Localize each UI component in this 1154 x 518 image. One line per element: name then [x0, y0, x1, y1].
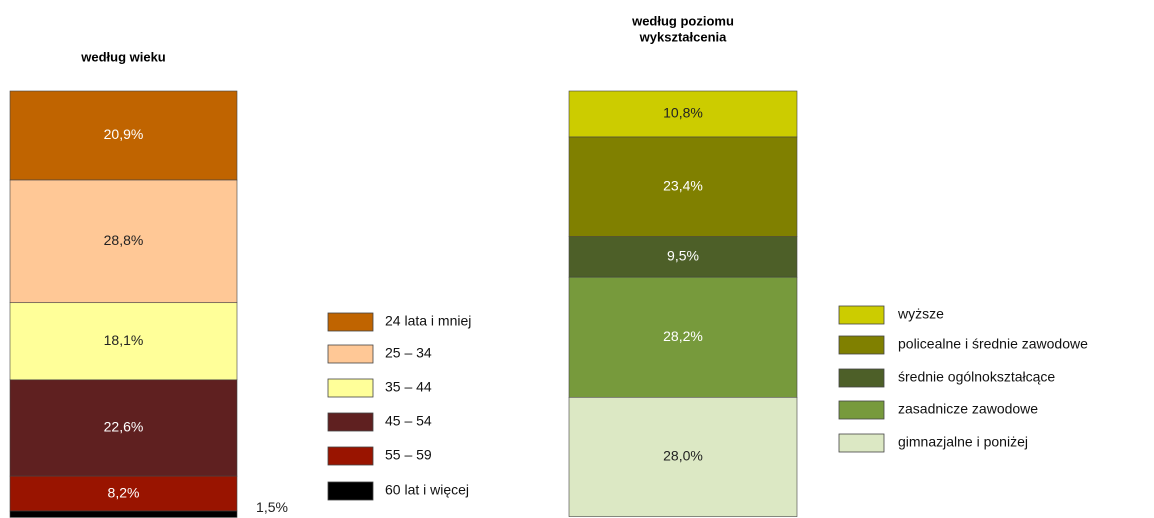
legend-swatch: [327, 312, 374, 332]
legend-label: policealne i średnie zawodowe: [898, 336, 1088, 352]
value-label: 28,0%: [663, 448, 703, 464]
chart-title: według wieku: [80, 49, 166, 64]
legend-label: 24 lata i mniej: [385, 313, 471, 329]
value-label: 18,1%: [104, 332, 144, 348]
legend-label: wyższe: [897, 306, 944, 322]
bar-segment: [9, 179, 238, 304]
legend-swatch: [838, 368, 885, 388]
legend-label: 45 – 54: [385, 413, 432, 429]
value-label: 1,5%: [256, 499, 288, 515]
bar-segment: [568, 396, 798, 517]
value-label: 22,6%: [104, 419, 144, 435]
legend-swatch: [838, 400, 885, 420]
legend-label: gimnazjalne i poniżej: [898, 434, 1028, 450]
legend-swatch: [838, 335, 885, 355]
legend-label: 25 – 34: [385, 345, 432, 361]
legend-label: 35 – 44: [385, 379, 432, 395]
legend-swatch: [327, 481, 374, 501]
value-label: 28,8%: [104, 232, 144, 248]
legend-label: 60 lat i więcej: [385, 482, 469, 498]
value-label: 10,8%: [663, 105, 703, 121]
legend-swatch: [327, 378, 374, 398]
legend-swatch: [838, 305, 885, 325]
value-label: 28,2%: [663, 328, 703, 344]
bar-segment: [9, 510, 238, 518]
bar-segment: [568, 236, 798, 278]
bar-segment: [9, 90, 238, 181]
value-label: 9,5%: [667, 248, 699, 264]
bar-segment: [568, 90, 798, 138]
legend-label: średnie ogólnokształcące: [898, 369, 1055, 385]
bar-segment: [568, 136, 798, 237]
legend-swatch: [327, 446, 374, 466]
bar-segment: [9, 302, 238, 381]
legend-swatch: [838, 433, 885, 453]
value-label: 23,4%: [663, 178, 703, 194]
legend-swatch: [327, 412, 374, 432]
bar-segment: [9, 475, 238, 512]
value-label: 20,9%: [104, 126, 144, 142]
chart-title: wykształcenia: [639, 29, 727, 44]
legend-label: zasadnicze zawodowe: [898, 401, 1038, 417]
legend-swatch: [327, 344, 374, 364]
bar-segment: [9, 379, 238, 477]
value-label: 8,2%: [108, 484, 140, 500]
chart-title: według poziomu: [631, 13, 734, 28]
legend-label: 55 – 59: [385, 447, 432, 463]
